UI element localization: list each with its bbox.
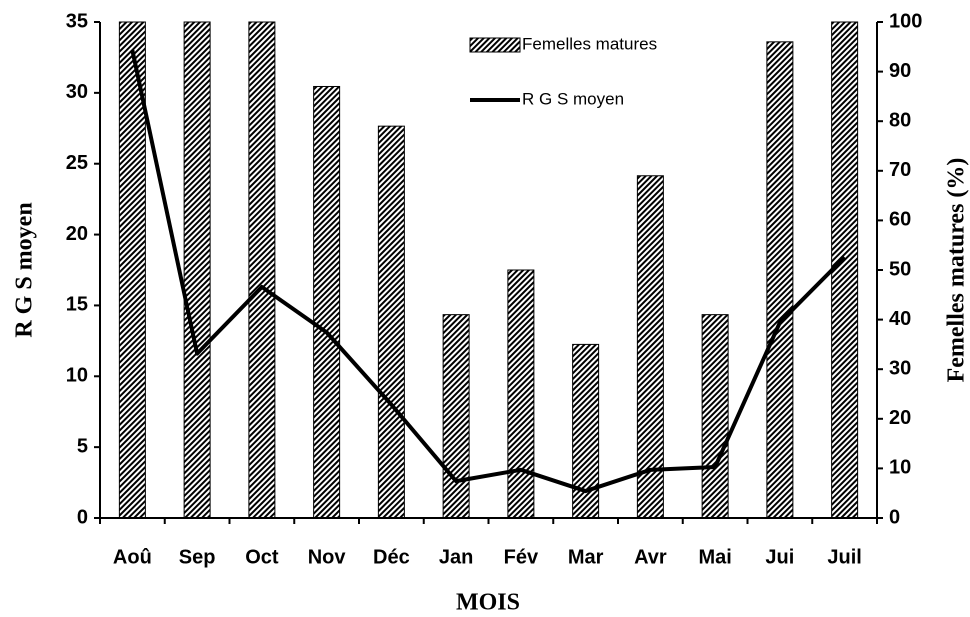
x-tick-label: Jui bbox=[765, 546, 794, 568]
bar bbox=[248, 21, 276, 519]
bar bbox=[313, 85, 341, 519]
y2-tick-label: 40 bbox=[889, 308, 911, 330]
y-axis-title: R G S moyen bbox=[12, 202, 38, 337]
bar bbox=[118, 21, 146, 519]
x-tick-label: Mar bbox=[568, 546, 604, 568]
y2-tick-label: 90 bbox=[889, 60, 911, 82]
x-tick-label: Déc bbox=[373, 546, 410, 568]
x-tick-label: Oct bbox=[245, 546, 279, 568]
bar bbox=[636, 175, 664, 519]
x-tick-label: Nov bbox=[308, 546, 347, 568]
y2-tick-label: 20 bbox=[889, 407, 911, 429]
y-tick-label: 30 bbox=[66, 81, 88, 103]
y-tick-label: 25 bbox=[66, 152, 88, 174]
bar bbox=[377, 125, 405, 519]
bar bbox=[442, 314, 470, 519]
y2-tick-label: 10 bbox=[889, 457, 911, 479]
x-tick-label: Sep bbox=[179, 546, 216, 568]
y2-tick-label: 100 bbox=[889, 10, 922, 32]
y2-tick-label: 30 bbox=[889, 357, 911, 379]
y-tick-label: 35 bbox=[66, 10, 88, 32]
y2-tick-label: 80 bbox=[889, 109, 911, 131]
bar bbox=[507, 269, 535, 519]
x-tick-label: Mai bbox=[698, 546, 731, 568]
bar bbox=[831, 21, 859, 519]
x-tick-label: Aoû bbox=[113, 546, 152, 568]
x-axis-title: MOIS bbox=[456, 590, 520, 616]
y2-tick-label: 0 bbox=[889, 506, 900, 528]
bar bbox=[701, 314, 729, 519]
x-tick-label: Fév bbox=[504, 546, 539, 568]
line bbox=[130, 49, 847, 494]
legend-swatch bbox=[469, 37, 521, 53]
y2-axis-title: Femelles matures (%) bbox=[944, 158, 970, 383]
y-tick-label: 10 bbox=[66, 365, 88, 387]
bar bbox=[766, 41, 794, 519]
y2-tick-label: 60 bbox=[889, 209, 911, 231]
y2-tick-label: 50 bbox=[889, 258, 911, 280]
y2-tick-label: 70 bbox=[889, 159, 911, 181]
legend-label: R G S moyen bbox=[522, 89, 624, 108]
x-tick-label: Jan bbox=[439, 546, 473, 568]
x-tick-label: Avr bbox=[634, 546, 667, 568]
bar bbox=[183, 21, 211, 519]
y-tick-label: 15 bbox=[66, 294, 88, 316]
y-tick-label: 5 bbox=[77, 435, 88, 457]
legend-label: Femelles matures bbox=[522, 34, 657, 53]
x-tick-label: Juil bbox=[827, 546, 861, 568]
y-tick-label: 0 bbox=[77, 506, 88, 528]
y-tick-label: 20 bbox=[66, 223, 88, 245]
